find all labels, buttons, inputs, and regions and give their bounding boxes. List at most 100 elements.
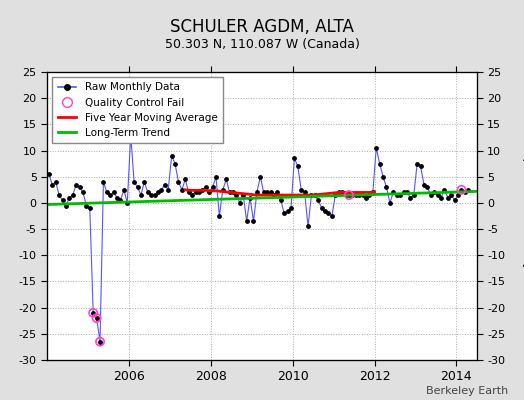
Point: [440, 187, 449, 193]
Point: [447, 192, 455, 198]
Point: [92, 315, 101, 321]
Point: [161, 181, 169, 188]
Point: [249, 218, 258, 224]
Point: [321, 208, 329, 214]
Point: [318, 205, 326, 211]
Point: [280, 210, 288, 216]
Legend: Raw Monthly Data, Quality Control Fail, Five Year Moving Average, Long-Term Tren: Raw Monthly Data, Quality Control Fail, …: [52, 77, 223, 143]
Point: [164, 187, 172, 193]
Point: [345, 192, 353, 198]
Point: [437, 194, 445, 201]
Point: [243, 218, 251, 224]
Point: [345, 192, 353, 198]
Point: [372, 145, 380, 151]
Point: [215, 213, 224, 219]
Point: [246, 194, 254, 201]
Point: [236, 200, 244, 206]
Point: [123, 200, 132, 206]
Point: [365, 192, 374, 198]
Point: [413, 160, 421, 167]
Point: [324, 210, 333, 216]
Point: [297, 187, 305, 193]
Point: [376, 160, 384, 167]
Point: [457, 187, 466, 193]
Point: [427, 192, 435, 198]
Point: [293, 163, 302, 170]
Point: [379, 174, 387, 180]
Text: 50.303 N, 110.087 W (Canada): 50.303 N, 110.087 W (Canada): [165, 38, 359, 51]
Point: [331, 192, 340, 198]
Point: [89, 310, 97, 316]
Point: [157, 187, 166, 193]
Point: [362, 194, 370, 201]
Point: [389, 189, 398, 196]
Point: [423, 184, 432, 190]
Point: [383, 184, 391, 190]
Point: [253, 189, 261, 196]
Point: [314, 197, 322, 204]
Point: [75, 184, 84, 190]
Point: [410, 192, 418, 198]
Point: [369, 189, 377, 196]
Point: [99, 179, 107, 185]
Point: [85, 205, 94, 211]
Point: [307, 192, 315, 198]
Point: [259, 189, 268, 196]
Point: [72, 181, 80, 188]
Point: [137, 192, 145, 198]
Point: [386, 200, 394, 206]
Point: [270, 192, 278, 198]
Point: [461, 189, 469, 196]
Point: [181, 176, 190, 182]
Point: [229, 189, 237, 196]
Point: [328, 213, 336, 219]
Point: [283, 208, 292, 214]
Point: [171, 160, 179, 167]
Point: [338, 189, 346, 196]
Point: [188, 192, 196, 198]
Point: [464, 187, 473, 193]
Point: [232, 192, 241, 198]
Point: [222, 176, 231, 182]
Point: [168, 152, 176, 159]
Point: [430, 189, 439, 196]
Point: [454, 192, 462, 198]
Point: [89, 310, 97, 316]
Point: [92, 315, 101, 321]
Point: [433, 192, 442, 198]
Point: [205, 189, 213, 196]
Point: [48, 181, 57, 188]
Point: [209, 184, 217, 190]
Point: [119, 187, 128, 193]
Point: [133, 184, 141, 190]
Y-axis label: Temperature Anomaly (°C): Temperature Anomaly (°C): [522, 132, 524, 300]
Point: [51, 179, 60, 185]
Point: [69, 192, 77, 198]
Point: [256, 174, 265, 180]
Point: [79, 189, 87, 196]
Point: [202, 184, 210, 190]
Point: [103, 189, 111, 196]
Point: [198, 187, 206, 193]
Point: [147, 192, 155, 198]
Point: [225, 189, 234, 196]
Point: [399, 189, 408, 196]
Point: [341, 192, 350, 198]
Point: [239, 192, 247, 198]
Point: [290, 155, 299, 162]
Point: [300, 189, 309, 196]
Point: [311, 192, 319, 198]
Point: [174, 179, 183, 185]
Point: [457, 187, 466, 193]
Point: [58, 197, 67, 204]
Point: [191, 189, 200, 196]
Point: [352, 192, 360, 198]
Point: [355, 192, 363, 198]
Point: [55, 192, 63, 198]
Point: [113, 194, 121, 201]
Point: [396, 192, 405, 198]
Point: [403, 189, 411, 196]
Point: [444, 194, 452, 201]
Point: [277, 197, 285, 204]
Point: [62, 202, 70, 209]
